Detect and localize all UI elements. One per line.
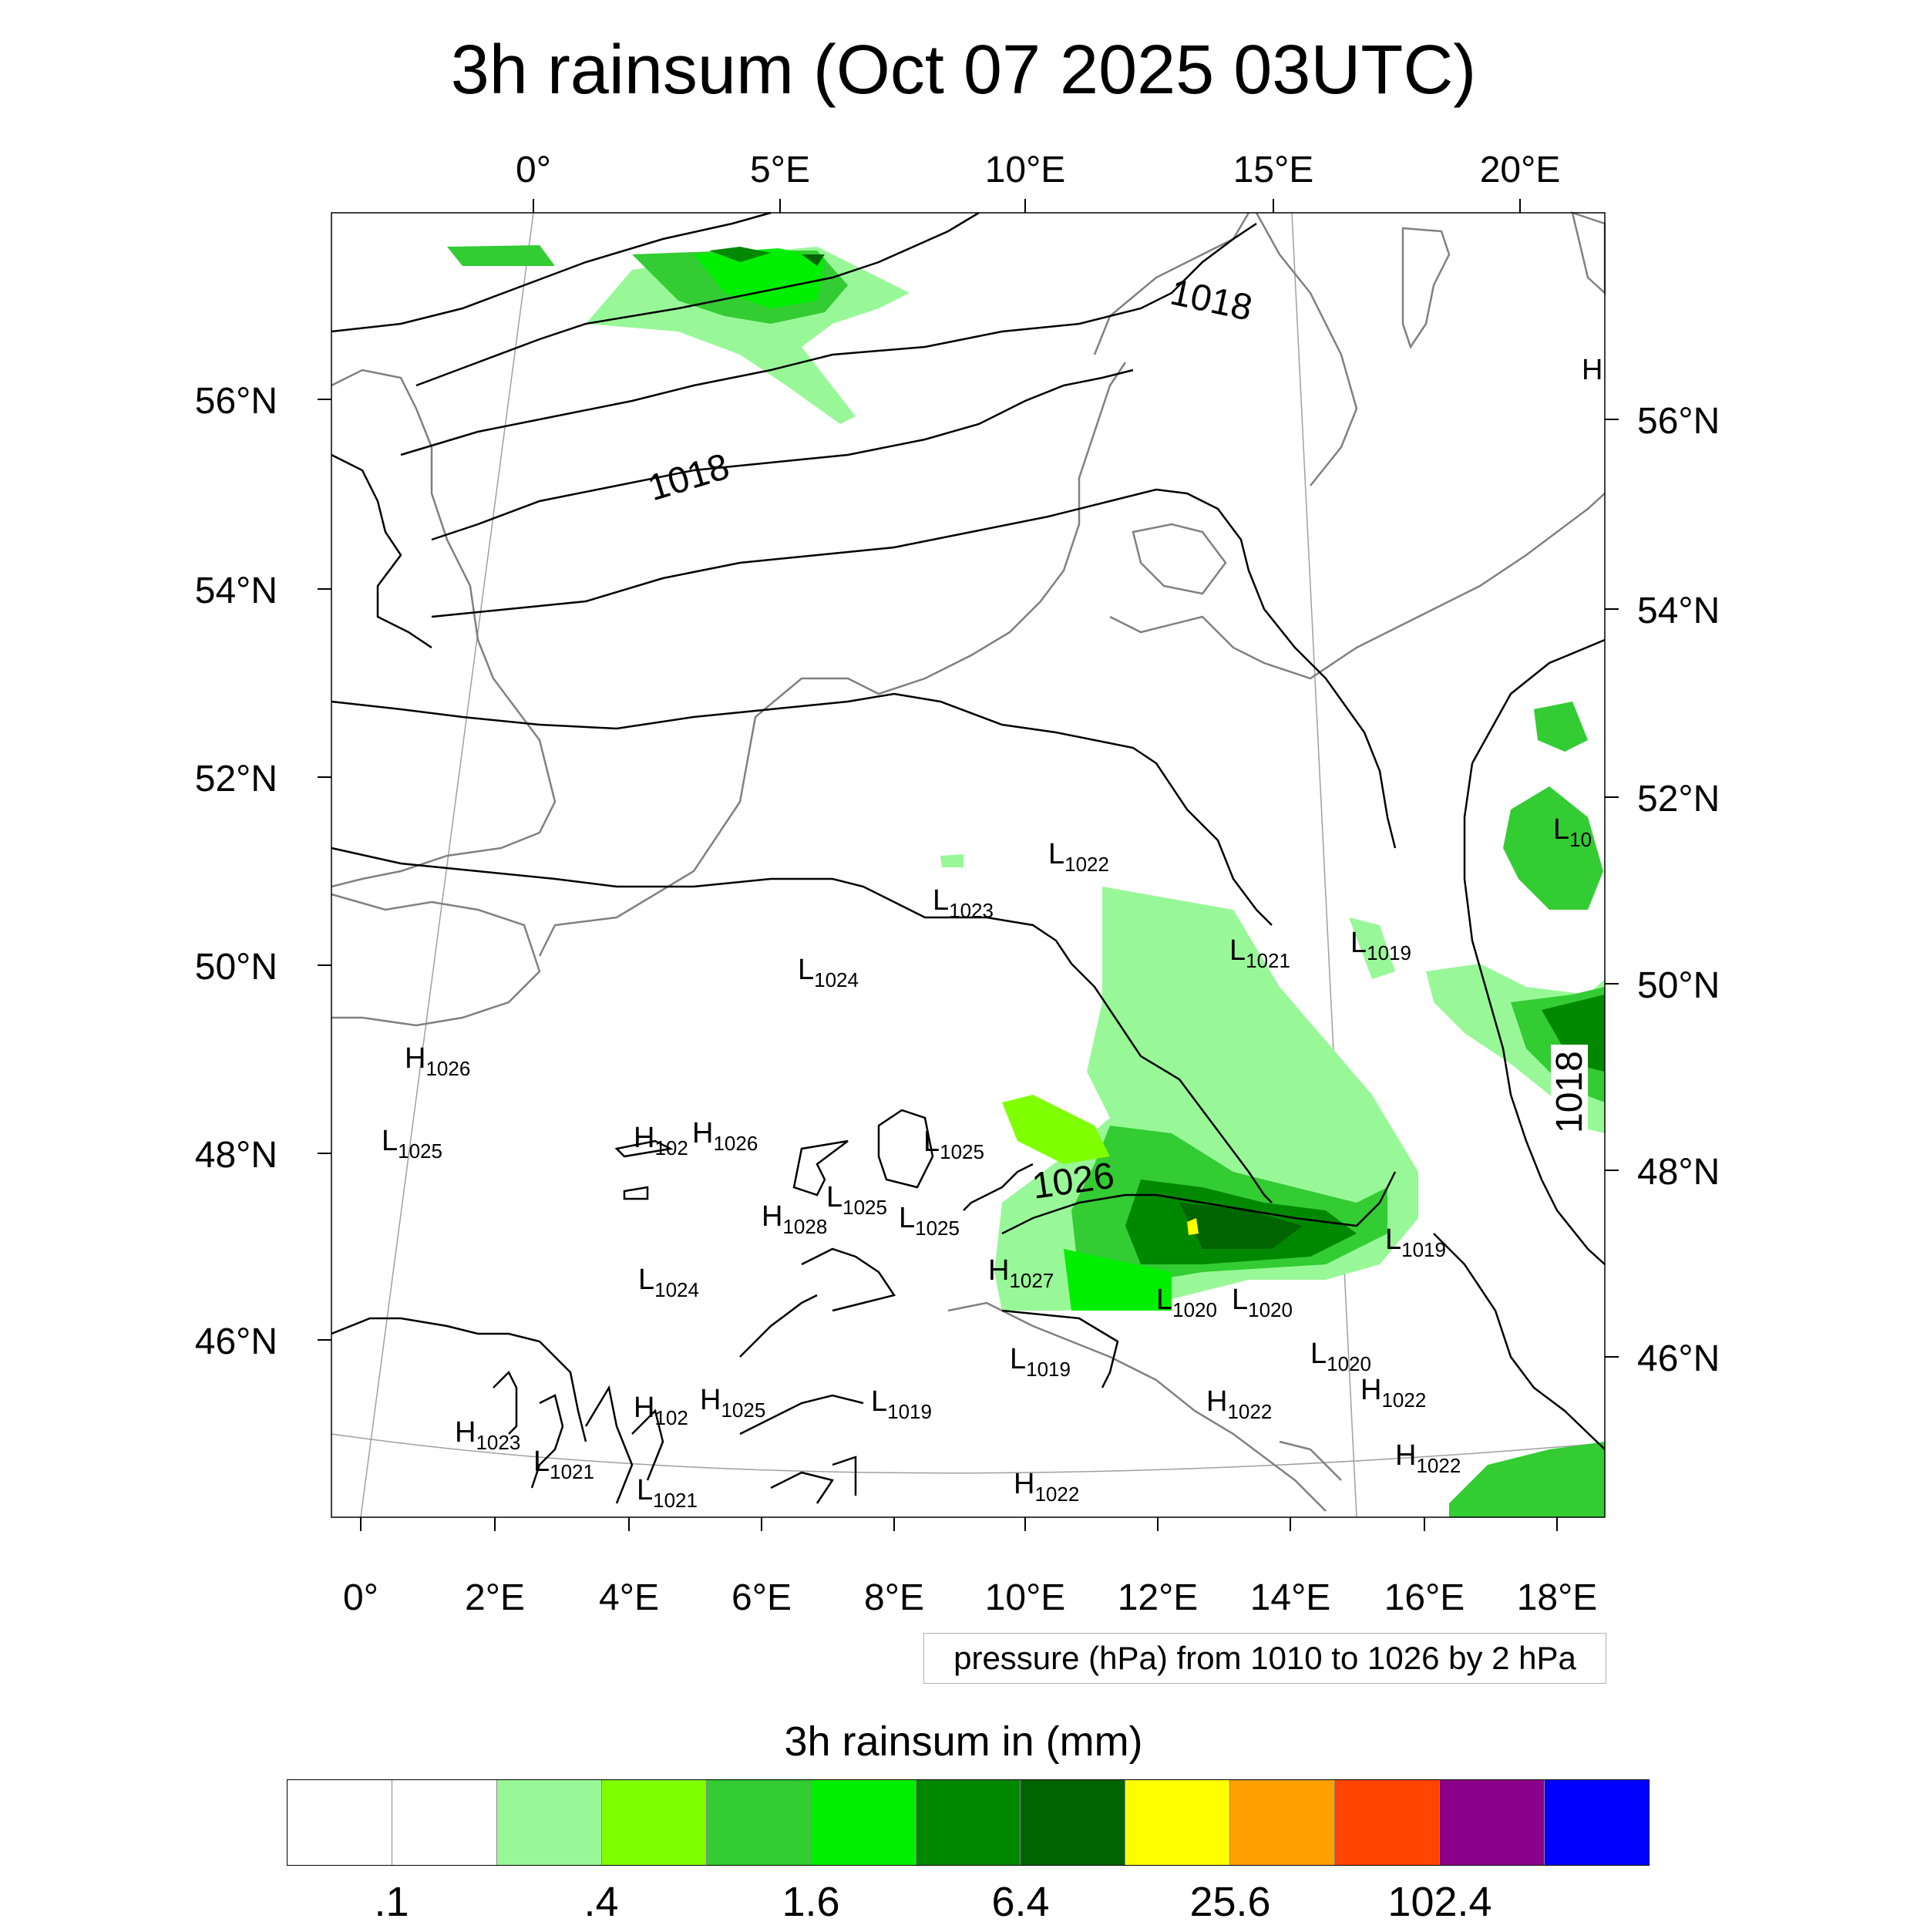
isobar-label: 1018: [1549, 1051, 1590, 1133]
pressure-center: L1022: [1048, 838, 1109, 876]
colorbar-labels: .1 .4 1.6 6.4 25.6 102.4: [287, 1878, 1650, 1932]
bottom-lon-label: 0°: [343, 1577, 378, 1618]
coastlines: [331, 211, 1606, 1512]
left-lat-label: 54°N: [195, 571, 277, 611]
right-lat-label: 50°N: [1637, 965, 1720, 1006]
colorbar-cell: [496, 1780, 602, 1865]
pressure-center: L1025: [382, 1125, 442, 1163]
pressure-center: H102: [634, 1122, 688, 1160]
colorbar-cell: [916, 1780, 1021, 1865]
colorbar-cell: [601, 1780, 707, 1865]
pressure-center: L1020: [1232, 1284, 1293, 1321]
bottom-lon-axis: 0° 2°E 4°E 6°E 8°E 10°E 12°E 14°E 16°E 1…: [343, 1517, 1597, 1618]
colorbar-cell: [392, 1780, 497, 1865]
pressure-center: L1020: [1310, 1338, 1371, 1375]
colorbar-tick-label: 102.4: [1387, 1879, 1492, 1925]
colorbar-tick-label: 1.6: [782, 1879, 840, 1925]
left-lat-axis: 56°N 54°N 52°N 50°N 48°N 46°N: [195, 381, 331, 1362]
pressure-center: L1021: [637, 1474, 698, 1512]
pressure-center: L1019: [1010, 1343, 1071, 1381]
bottom-lon-label: 12°E: [1118, 1577, 1199, 1618]
pressure-center: L1025: [899, 1202, 960, 1240]
isobar-label: 1018: [644, 446, 735, 510]
bottom-lon-label: 18°E: [1517, 1577, 1598, 1618]
pressure-center: L1021: [1229, 934, 1290, 972]
pressure-center: H1027: [988, 1254, 1054, 1292]
pressure-center: H1028: [762, 1200, 827, 1238]
top-lon-label: 0°: [516, 150, 551, 190]
colorbar-cell: [1545, 1780, 1649, 1865]
right-lat-axis: 56°N 54°N 52°N 50°N 48°N 46°N: [1605, 401, 1720, 1379]
bottom-lon-label: 2°E: [465, 1577, 525, 1618]
colorbar: [287, 1779, 1650, 1866]
right-lat-label: 46°N: [1637, 1338, 1720, 1379]
pressure-center: H1022: [1360, 1374, 1426, 1412]
pressure-center: H1026: [405, 1042, 470, 1080]
bottom-lon-label: 6°E: [731, 1577, 792, 1618]
pressure-center: H1022: [1206, 1385, 1272, 1423]
pressure-center: L1019: [871, 1385, 932, 1423]
top-lon-label: 15°E: [1233, 150, 1314, 190]
colorbar-tick-label: 6.4: [991, 1879, 1050, 1925]
bottom-lon-label: 4°E: [599, 1577, 659, 1618]
rain-shading: [447, 245, 1605, 1517]
colorbar-cell: [706, 1780, 812, 1865]
colorbar-tick-label: 25.6: [1189, 1879, 1271, 1925]
pressure-center: L1025: [923, 1126, 984, 1163]
map-frame: [331, 212, 1606, 1518]
left-lat-label: 46°N: [195, 1321, 277, 1362]
top-lon-label: 20°E: [1480, 150, 1561, 190]
colorbar-cell: [811, 1780, 916, 1865]
bottom-lon-label: 16°E: [1384, 1577, 1465, 1618]
colorbar-title: 3h rainsum in (mm): [784, 1718, 1143, 1765]
pressure-center: L1025: [826, 1181, 887, 1219]
pressure-contour-note: pressure (hPa) from 1010 to 1026 by 2 hP…: [923, 1633, 1606, 1684]
top-lon-axis: 0° 5°E 10°E 15°E 20°E: [516, 150, 1560, 213]
pressure-center: H102: [634, 1392, 688, 1429]
pressure-center: H1022: [1014, 1468, 1079, 1506]
left-lat-label: 52°N: [195, 759, 277, 799]
right-lat-label: 48°N: [1637, 1152, 1720, 1193]
pressure-center: L1019: [1350, 927, 1411, 964]
bottom-lon-label: 14°E: [1250, 1577, 1331, 1618]
pressure-center: L10: [1553, 813, 1592, 851]
pressure-center: L1023: [933, 884, 994, 922]
right-lat-label: 54°N: [1637, 591, 1720, 631]
pressure-center: H1025: [700, 1384, 765, 1422]
pressure-center: H: [1582, 354, 1602, 386]
pressure-center: H1026: [692, 1117, 758, 1155]
colorbar-cell: [1125, 1780, 1231, 1865]
left-lat-label: 56°N: [195, 381, 277, 422]
pressure-center: L1020: [1156, 1284, 1217, 1321]
right-lat-label: 52°N: [1637, 779, 1720, 820]
isobar-label: 1018: [1167, 272, 1256, 329]
pressure-center: L1024: [798, 954, 859, 991]
bottom-lon-label: 10°E: [985, 1577, 1066, 1618]
colorbar-tick-label: .1: [374, 1879, 409, 1925]
bottom-lon-label: 8°E: [864, 1577, 924, 1618]
colorbar-tick-label: .4: [583, 1879, 619, 1925]
right-lat-label: 56°N: [1637, 401, 1720, 442]
top-lon-label: 5°E: [750, 150, 810, 190]
pressure-center: L1021: [533, 1446, 594, 1483]
colorbar-cell: [1021, 1780, 1126, 1865]
colorbar-cell: [1335, 1780, 1441, 1865]
map-title: 3h rainsum (Oct 07 2025 03UTC): [450, 32, 1477, 109]
pressure-centers: L1022 L1023 L1024 L1021 L1019 H1026 L102…: [382, 354, 1602, 1512]
pressure-center: L1024: [638, 1264, 699, 1301]
left-lat-label: 50°N: [195, 947, 277, 988]
graticule: [331, 212, 1606, 1518]
pressure-center: L1019: [1385, 1223, 1446, 1261]
top-lon-label: 10°E: [985, 150, 1066, 190]
left-lat-label: 48°N: [195, 1135, 277, 1176]
pressure-center: H1023: [455, 1416, 520, 1454]
colorbar-cell: [1440, 1780, 1545, 1865]
isobars: [331, 211, 1606, 1504]
pressure-center: H1022: [1395, 1439, 1461, 1477]
colorbar-cell: [288, 1780, 392, 1865]
colorbar-cell: [1230, 1780, 1336, 1865]
